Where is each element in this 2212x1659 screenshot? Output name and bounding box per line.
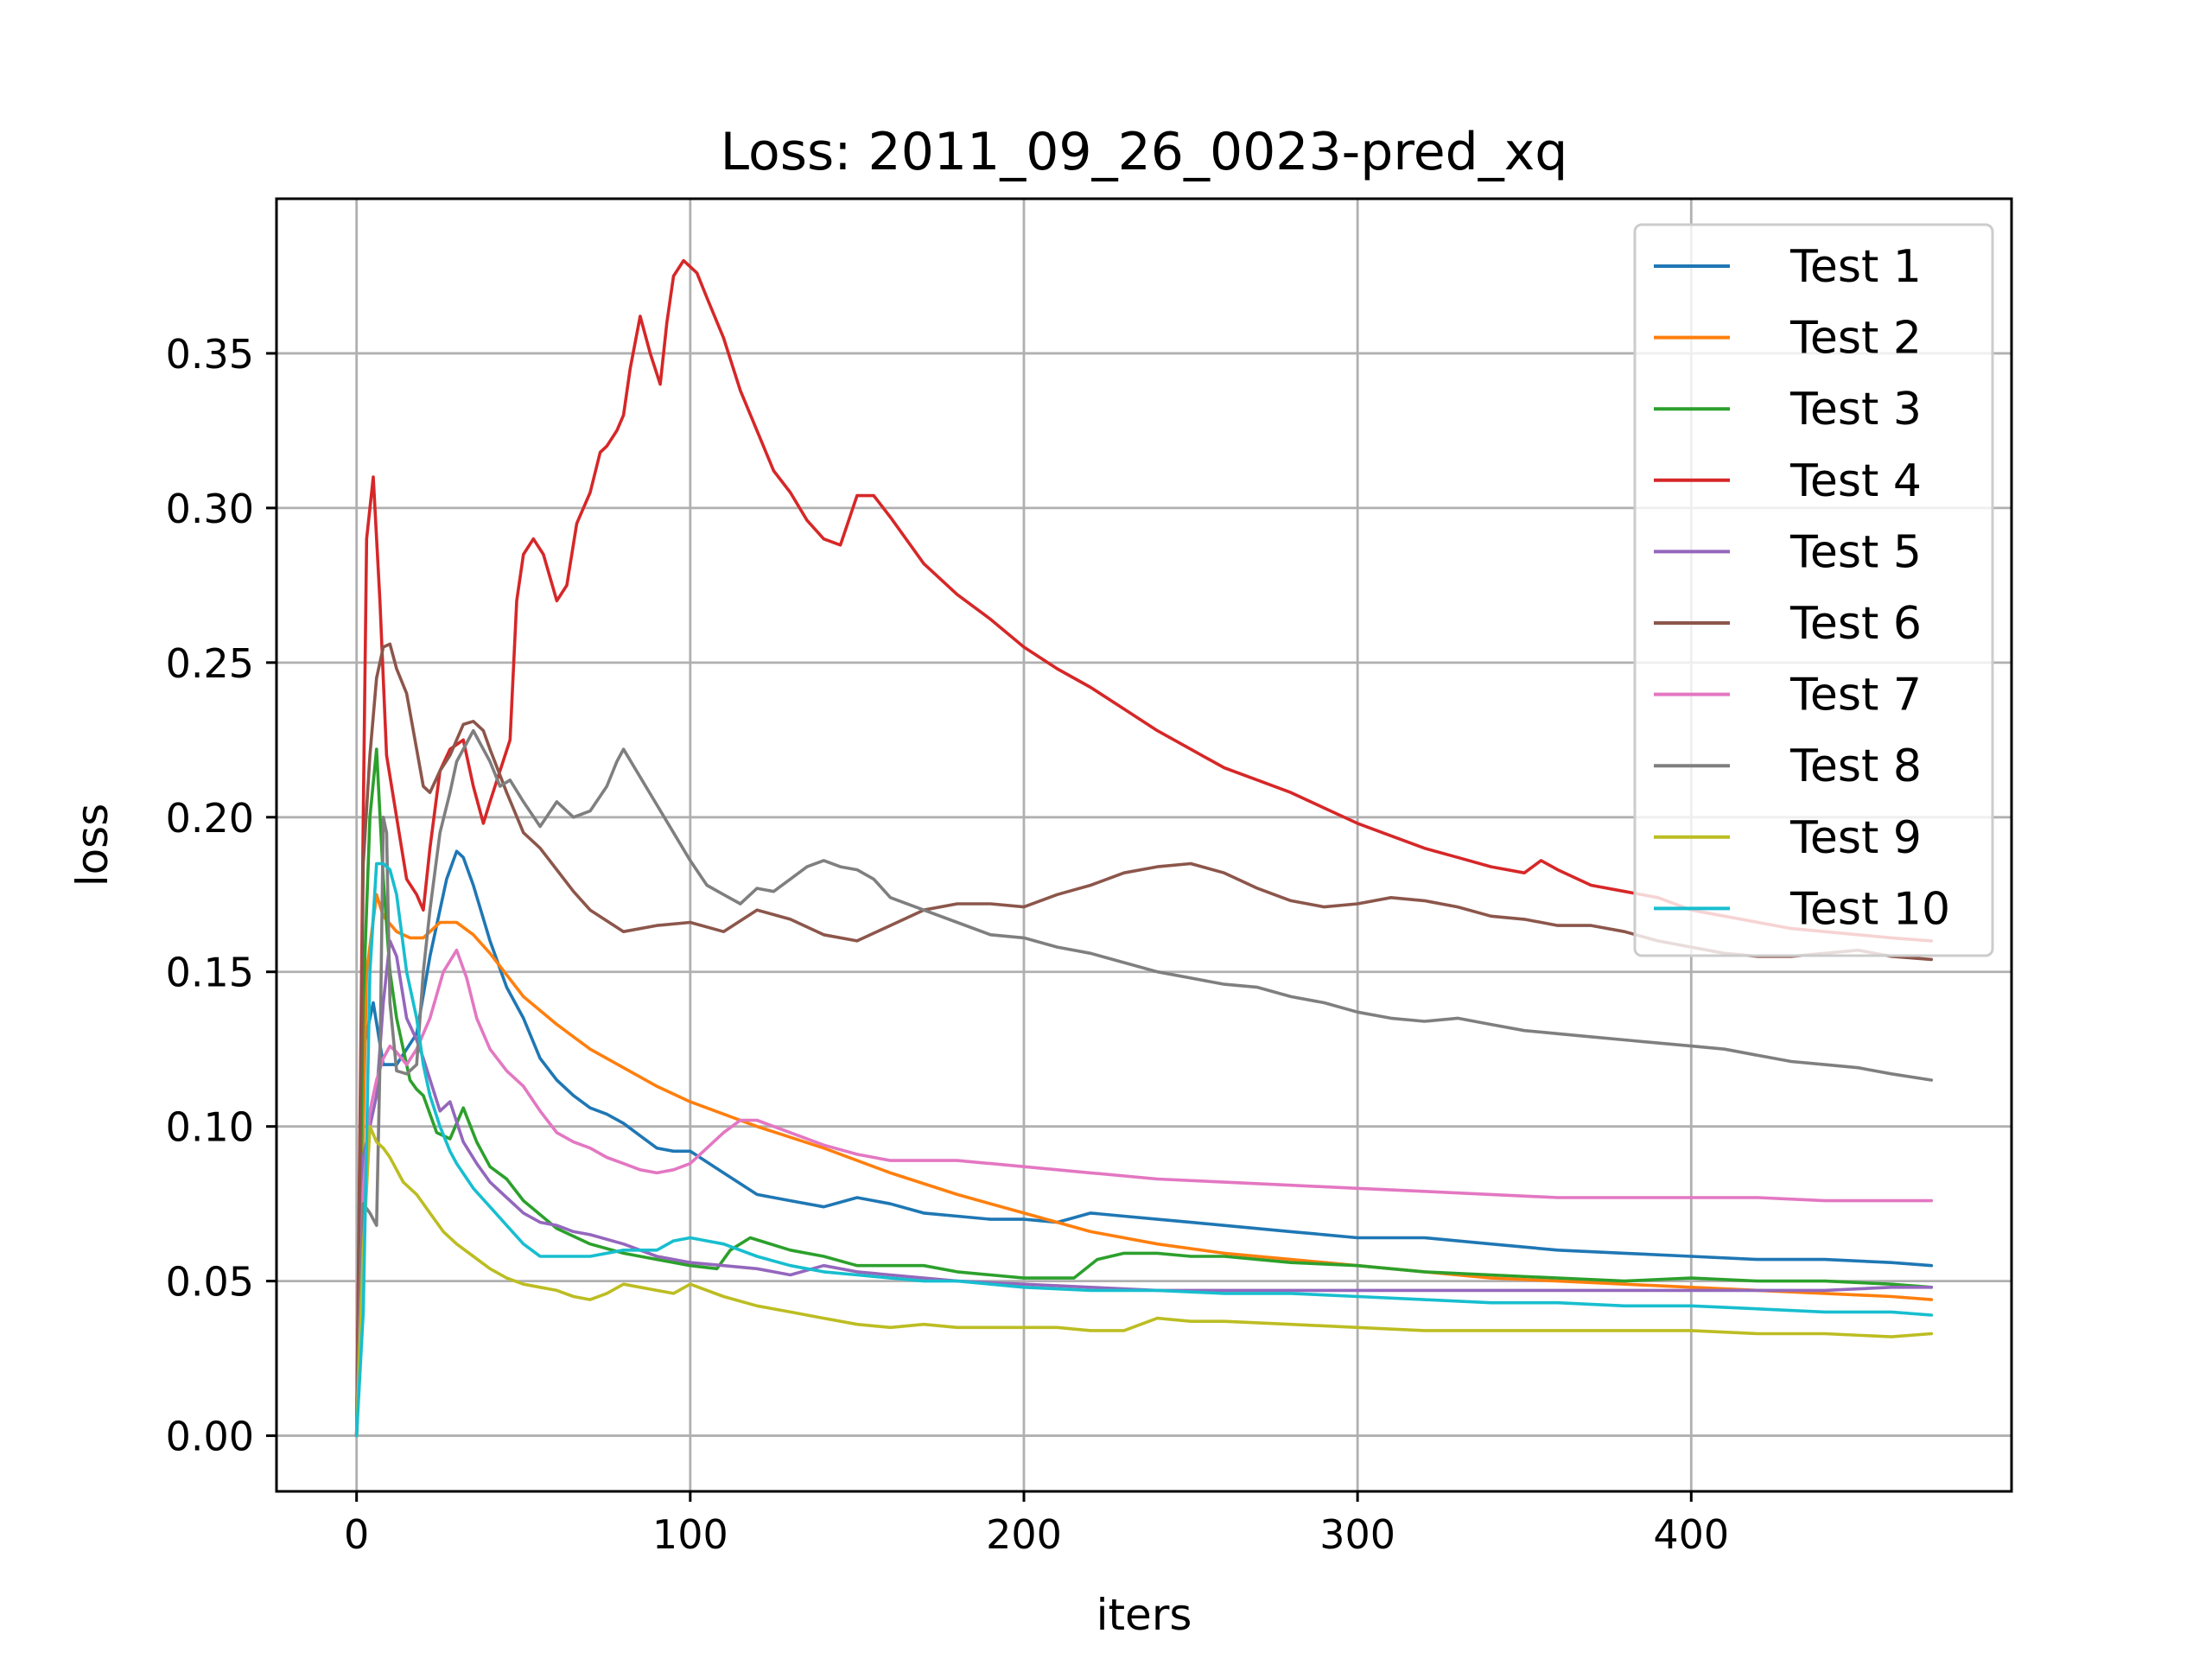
x-tick-label: 300: [1319, 1511, 1395, 1558]
legend-label-test-3: Test 3: [1789, 384, 1922, 435]
series-line-test-10: [354, 861, 1934, 1438]
y-tick-label: 0.35: [166, 331, 254, 378]
series-line-test-6: [354, 642, 1934, 1438]
series-line-test-8: [354, 728, 1934, 1438]
plot-frame: [275, 197, 2013, 1493]
series-line-test-4: [354, 258, 1934, 1438]
chart-title: Loss: 2011_09_26_0023-pred_xq: [721, 122, 1568, 182]
x-tick-label: 200: [986, 1511, 1062, 1558]
legend-label-test-10: Test 10: [1789, 883, 1950, 935]
y-axis-ticks: 0.00 0.05 0.10 0.15 0.20 0.25 0.30 0.35: [166, 331, 276, 1460]
legend-label-test-7: Test 7: [1789, 670, 1922, 721]
y-tick-label: 0.25: [166, 640, 254, 687]
x-tick-label: 100: [652, 1511, 728, 1558]
y-tick-label: 0.10: [166, 1104, 254, 1151]
y-tick-label: 0.00: [166, 1414, 254, 1460]
series-line-test-5: [354, 939, 1934, 1438]
series-line-test-2: [354, 893, 1934, 1438]
legend-label-test-6: Test 6: [1789, 598, 1922, 650]
legend-label-test-9: Test 9: [1789, 812, 1922, 864]
series-line-test-3: [354, 747, 1934, 1438]
legend: Test 1 Test 2 Test 3 Test 4 Test 5 Test 6 Test…: [1633, 223, 1994, 957]
y-tick-label: 0.20: [166, 795, 254, 842]
x-tick-label: 0: [344, 1511, 369, 1558]
legend-label-test-2: Test 2: [1789, 313, 1922, 365]
y-axis-label: loss: [67, 804, 118, 887]
legend-label-test-1: Test 1: [1789, 241, 1922, 293]
y-tick-label: 0.05: [166, 1259, 254, 1306]
y-tick-label: 0.30: [166, 486, 254, 532]
x-axis-ticks: 0 100 200 300 400: [344, 1491, 1729, 1558]
legend-label-test-8: Test 8: [1789, 741, 1922, 792]
series-line-test-9: [354, 1124, 1934, 1438]
y-tick-label: 0.15: [166, 950, 254, 996]
x-tick-label: 400: [1653, 1511, 1729, 1558]
plot-series: [354, 258, 1934, 1438]
legend-label-test-5: Test 5: [1789, 526, 1922, 578]
x-axis-label: iters: [1096, 1590, 1192, 1640]
legend-label-test-4: Test 4: [1789, 455, 1922, 507]
series-line-test-7: [354, 948, 1934, 1438]
series-line-test-1: [354, 849, 1934, 1438]
